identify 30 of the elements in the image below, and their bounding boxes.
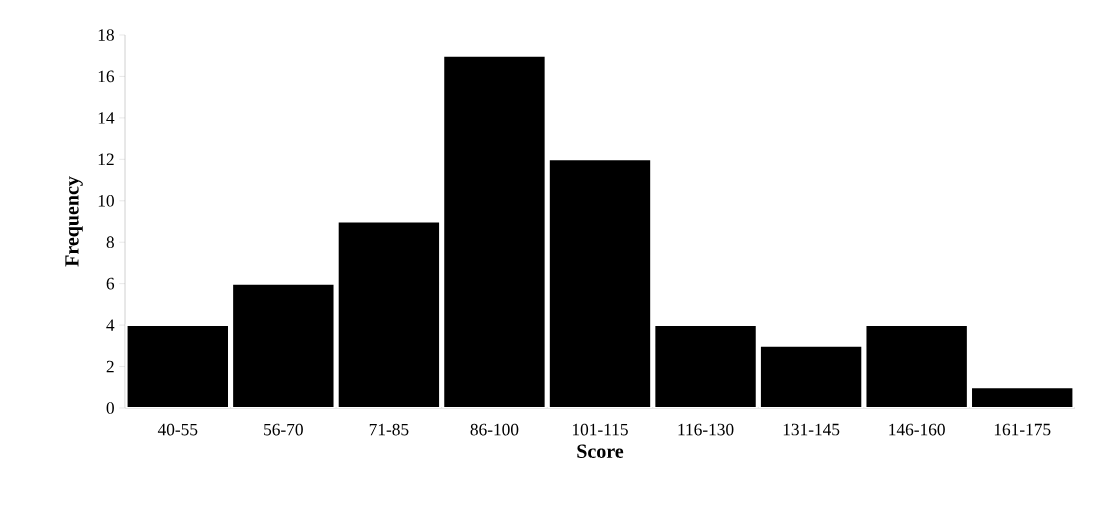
x-tick-label: 131-145 — [783, 423, 840, 436]
bar — [970, 386, 1075, 408]
x-tick-label: 161-175 — [994, 423, 1051, 436]
x-tick-label: 86-100 — [470, 423, 519, 436]
x-tick-label: 40-55 — [157, 423, 198, 436]
bar — [231, 282, 336, 408]
x-tick-label: 146-160 — [889, 423, 945, 436]
x-axis-title: Score — [577, 444, 624, 458]
y-tick-label: 4 — [106, 319, 115, 331]
y-tick-label: 8 — [106, 236, 114, 249]
y-axis-title: Frequency — [65, 176, 83, 267]
y-tick-label: 0 — [106, 402, 114, 414]
y-tick-label: 12 — [98, 153, 114, 166]
bar — [125, 324, 230, 408]
y-tick-label: 14 — [98, 112, 115, 124]
x-tick-label: 71-85 — [369, 423, 409, 436]
bar — [547, 158, 653, 408]
x-tick-label: 101-115 — [572, 423, 628, 436]
bar — [864, 324, 969, 408]
y-tick-label: 10 — [98, 194, 114, 207]
y-tick-label: 2 — [106, 360, 114, 373]
y-tick-label: 6 — [106, 277, 115, 290]
bar — [758, 344, 864, 408]
bar — [653, 324, 758, 408]
x-tick-label: 56-70 — [264, 423, 303, 436]
x-tick-label: 116-130 — [678, 423, 734, 436]
bar — [442, 54, 547, 408]
y-tick-label: 18 — [98, 29, 114, 41]
bar — [336, 220, 442, 408]
y-tick-label: 16 — [98, 70, 115, 83]
